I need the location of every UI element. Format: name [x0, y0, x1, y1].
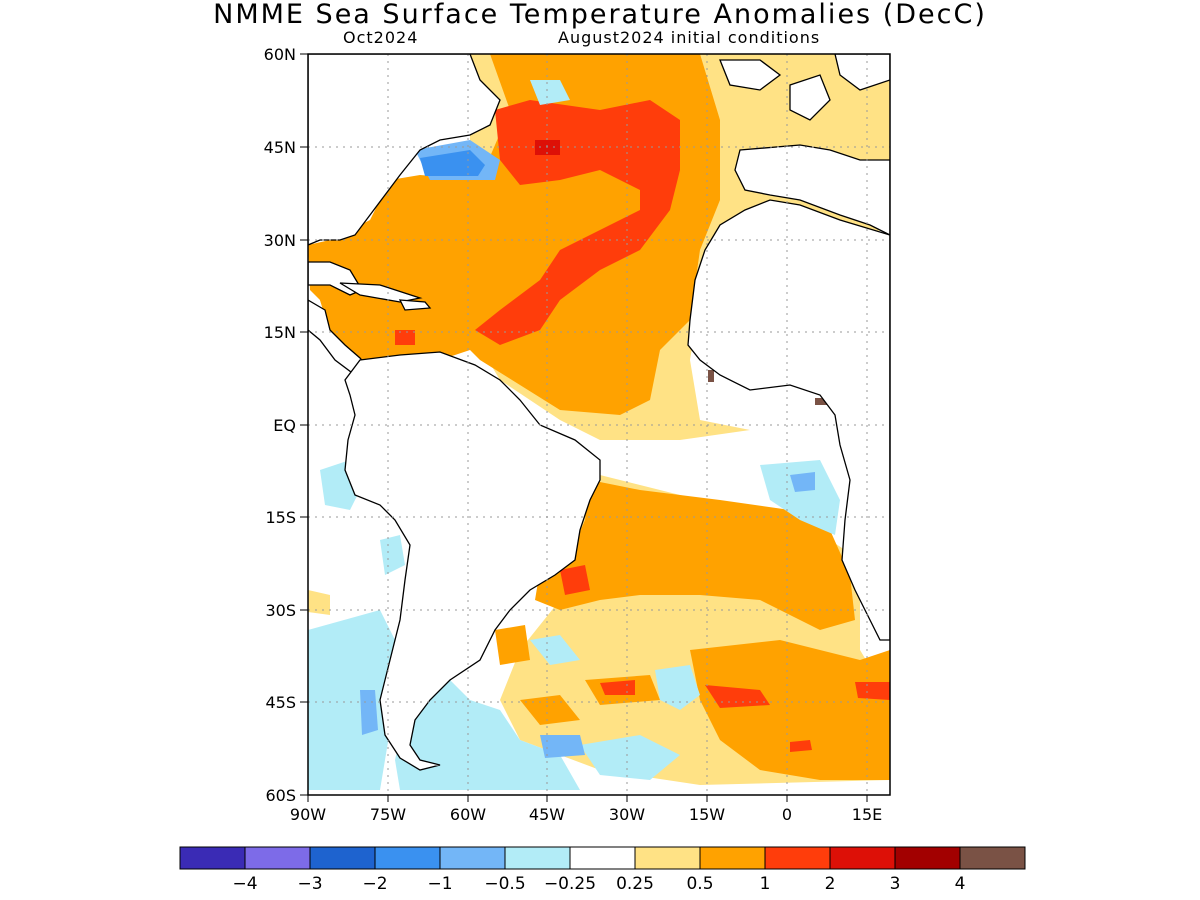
- initial-conditions: August2024 initial conditions: [558, 28, 821, 47]
- lat-label: 15N: [264, 323, 296, 342]
- lon-label: 15E: [852, 805, 882, 824]
- lat-label: 45S: [265, 693, 296, 712]
- colorbar-swatch: [309, 846, 376, 870]
- lat-label: 30S: [265, 601, 296, 620]
- forecast-month: Oct2024: [343, 28, 419, 47]
- colorbar-label: −2: [362, 874, 387, 894]
- colorbar-label: −1: [427, 874, 452, 894]
- colorbar-swatch: [959, 846, 1026, 870]
- colorbar-swatch: [439, 846, 506, 870]
- lon-label: 75W: [370, 805, 406, 824]
- colorbar-label: −3: [297, 874, 322, 894]
- colorbar-swatch: [374, 846, 441, 870]
- lon-label: 15W: [689, 805, 725, 824]
- colorbar-label: 3: [890, 874, 901, 894]
- colorbar-swatch: [569, 846, 636, 870]
- lat-label: 60N: [264, 45, 296, 64]
- lon-ticks: [307, 795, 868, 802]
- lat-label: 60S: [265, 786, 296, 805]
- anomaly-field: [308, 54, 890, 790]
- colorbar: −4 −3 −2 −1 −0.5 −0.25 0.25 0.5 1 2 3 4: [179, 846, 1026, 894]
- lat-label: 30N: [264, 231, 296, 250]
- lon-label: 30W: [609, 805, 645, 824]
- lon-labels: 90W 75W 60W 45W 30W 15W 0 15E: [290, 805, 882, 824]
- colorbar-label: −0.5: [484, 874, 525, 894]
- lon-label: 45W: [529, 805, 565, 824]
- anomaly-neg-1-2: [420, 150, 485, 176]
- lat-label: 45N: [264, 138, 296, 157]
- colorbar-label: 4: [955, 874, 966, 894]
- colorbar-swatch: [179, 846, 246, 870]
- land: [308, 54, 890, 771]
- lat-label: 15S: [265, 508, 296, 527]
- colorbar-swatch: [829, 846, 896, 870]
- colorbar-label: 1: [760, 874, 771, 894]
- lat-labels: 60N 45N 30N 15N EQ 15S 30S 45S 60S: [264, 45, 296, 805]
- anomaly-neg-025: [308, 80, 840, 790]
- lon-label: 90W: [290, 805, 326, 824]
- lon-label: 60W: [450, 805, 486, 824]
- colorbar-swatch: [634, 846, 701, 870]
- colorbar-swatch: [764, 846, 831, 870]
- colorbar-label: 0.25: [616, 874, 654, 894]
- colorbar-label: −0.25: [544, 874, 596, 894]
- colorbar-swatch: [244, 846, 311, 870]
- colorbar-label: 2: [825, 874, 836, 894]
- colorbar-swatch: [504, 846, 571, 870]
- colorbar-swatch: [699, 846, 766, 870]
- colorbar-swatch: [894, 846, 961, 870]
- lat-label: EQ: [273, 416, 296, 435]
- colorbar-label: 0.5: [686, 874, 713, 894]
- map-title: NMME Sea Surface Temperature Anomalies (…: [213, 0, 987, 30]
- gridlines: [308, 54, 890, 795]
- lon-label: 0: [782, 805, 792, 824]
- colorbar-label: −4: [232, 874, 257, 894]
- lat-ticks: [300, 53, 308, 796]
